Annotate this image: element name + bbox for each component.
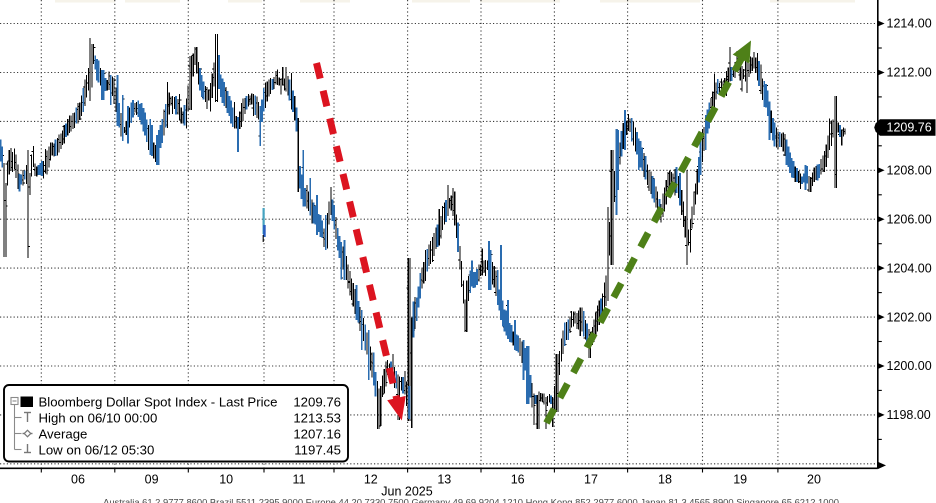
svg-text:Bloomberg Dollar Spot Index -: Bloomberg Dollar Spot Index - Last Price	[39, 394, 278, 409]
svg-text:1198.00: 1198.00	[887, 408, 931, 422]
svg-text:20: 20	[807, 473, 821, 487]
svg-text:16: 16	[511, 473, 525, 487]
svg-text:11: 11	[293, 473, 306, 487]
svg-text:13: 13	[437, 473, 451, 487]
svg-text:12: 12	[364, 473, 378, 487]
svg-text:09: 09	[145, 473, 159, 487]
svg-text:High on 06/10 00:00: High on 06/10 00:00	[39, 410, 158, 425]
svg-text:Low on 06/12 05:30: Low on 06/12 05:30	[39, 442, 155, 457]
svg-text:19: 19	[733, 473, 747, 487]
svg-text:1200.00: 1200.00	[887, 359, 932, 373]
svg-text:Jun 2025: Jun 2025	[381, 485, 432, 499]
svg-text:1209.76: 1209.76	[293, 394, 341, 409]
svg-text:18: 18	[658, 473, 672, 487]
svg-text:1197.45: 1197.45	[294, 442, 341, 457]
svg-text:06: 06	[71, 473, 85, 487]
svg-text:17: 17	[584, 473, 598, 487]
svg-text:1213.53: 1213.53	[293, 410, 341, 425]
svg-text:Australia 61 2 9777 8600 Brazi: Australia 61 2 9777 8600 Brazil 5511 239…	[103, 497, 839, 503]
svg-text:1214.00: 1214.00	[887, 17, 932, 31]
svg-text:1209.76: 1209.76	[887, 121, 932, 135]
svg-text:1204.00: 1204.00	[887, 261, 932, 275]
svg-text:Average: Average	[39, 426, 88, 441]
svg-text:1206.00: 1206.00	[887, 212, 932, 226]
svg-text:10: 10	[219, 473, 233, 487]
svg-text:1202.00: 1202.00	[887, 310, 932, 324]
svg-text:1208.00: 1208.00	[887, 164, 932, 178]
svg-text:1212.00: 1212.00	[887, 66, 932, 80]
svg-text:1207.16: 1207.16	[293, 426, 341, 441]
